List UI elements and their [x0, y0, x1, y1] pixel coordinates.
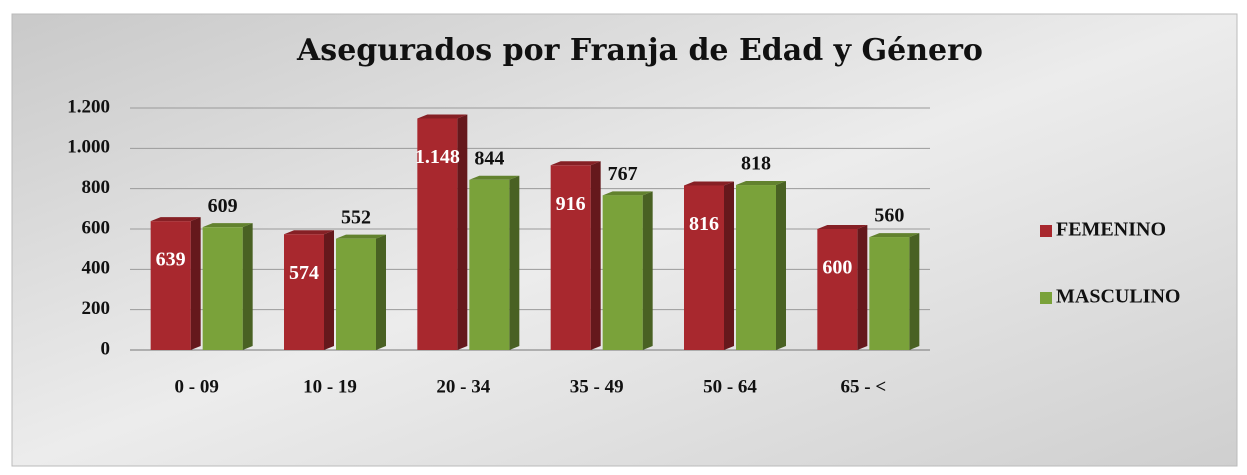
data-label: 844: [474, 147, 504, 169]
bar-side: [642, 191, 653, 350]
data-label: 816: [689, 213, 719, 235]
bar-top: [602, 191, 653, 196]
y-tick-label: 800: [82, 177, 111, 198]
bar-top: [550, 161, 601, 166]
bar: [736, 185, 776, 350]
x-tick-label: 0 - 09: [175, 376, 219, 397]
data-label: 574: [289, 262, 319, 284]
bar-side: [724, 181, 734, 350]
bar: [284, 234, 324, 350]
bar-top: [869, 233, 920, 238]
legend-label: FEMENINO: [1056, 219, 1166, 241]
data-label: 1.148: [415, 146, 460, 168]
data-label: 600: [822, 257, 852, 279]
x-tick-label: 35 - 49: [570, 376, 624, 397]
bar-top: [150, 217, 201, 222]
data-label: 916: [556, 193, 586, 215]
x-tick-label: 20 - 34: [436, 376, 490, 397]
bar-side: [776, 181, 786, 350]
bar: [602, 195, 643, 350]
y-tick-label: 600: [82, 217, 111, 238]
y-tick-label: 400: [82, 258, 111, 279]
bar: [150, 221, 191, 350]
data-label: 560: [874, 205, 904, 227]
bar-side: [509, 175, 520, 350]
bar-top: [684, 181, 734, 186]
chart-title: Asegurados por Franja de Edad y Género: [296, 33, 983, 68]
bar-side: [857, 225, 868, 350]
bar: [684, 185, 724, 350]
bar: [469, 179, 510, 350]
bar-top: [284, 230, 334, 235]
legend-swatch: [1040, 225, 1052, 237]
data-label: 818: [741, 153, 771, 175]
bar-side: [324, 230, 334, 350]
bar: [202, 227, 243, 350]
bar-top: [202, 223, 253, 228]
data-label: 767: [608, 163, 638, 185]
bar-side: [457, 114, 468, 350]
bar: [817, 229, 858, 350]
bar-top: [336, 234, 386, 239]
bar: [336, 238, 376, 350]
bar-side: [376, 234, 386, 350]
bar-side: [242, 223, 253, 350]
data-label: 609: [208, 195, 238, 217]
bar-top: [736, 181, 786, 186]
y-tick-label: 1.000: [67, 137, 110, 158]
bar-top: [417, 114, 468, 119]
legend-swatch: [1040, 292, 1052, 304]
bar: [550, 165, 591, 350]
legend-label: MASCULINO: [1056, 286, 1180, 308]
data-label: 552: [341, 206, 371, 228]
x-tick-label: 50 - 64: [703, 376, 757, 397]
x-tick-label: 65 - <: [841, 376, 887, 397]
bar-side: [909, 233, 920, 350]
x-tick-label: 10 - 19: [303, 376, 357, 397]
bar-top: [469, 175, 520, 180]
bar: [869, 237, 910, 350]
data-label: 639: [156, 249, 186, 271]
y-tick-label: 0: [101, 338, 111, 359]
bar-top: [817, 225, 868, 229]
y-tick-label: 1.200: [67, 96, 110, 117]
bar: [417, 118, 458, 350]
bar-side: [590, 161, 601, 350]
y-tick-label: 200: [82, 298, 111, 319]
bar-side: [190, 217, 201, 350]
